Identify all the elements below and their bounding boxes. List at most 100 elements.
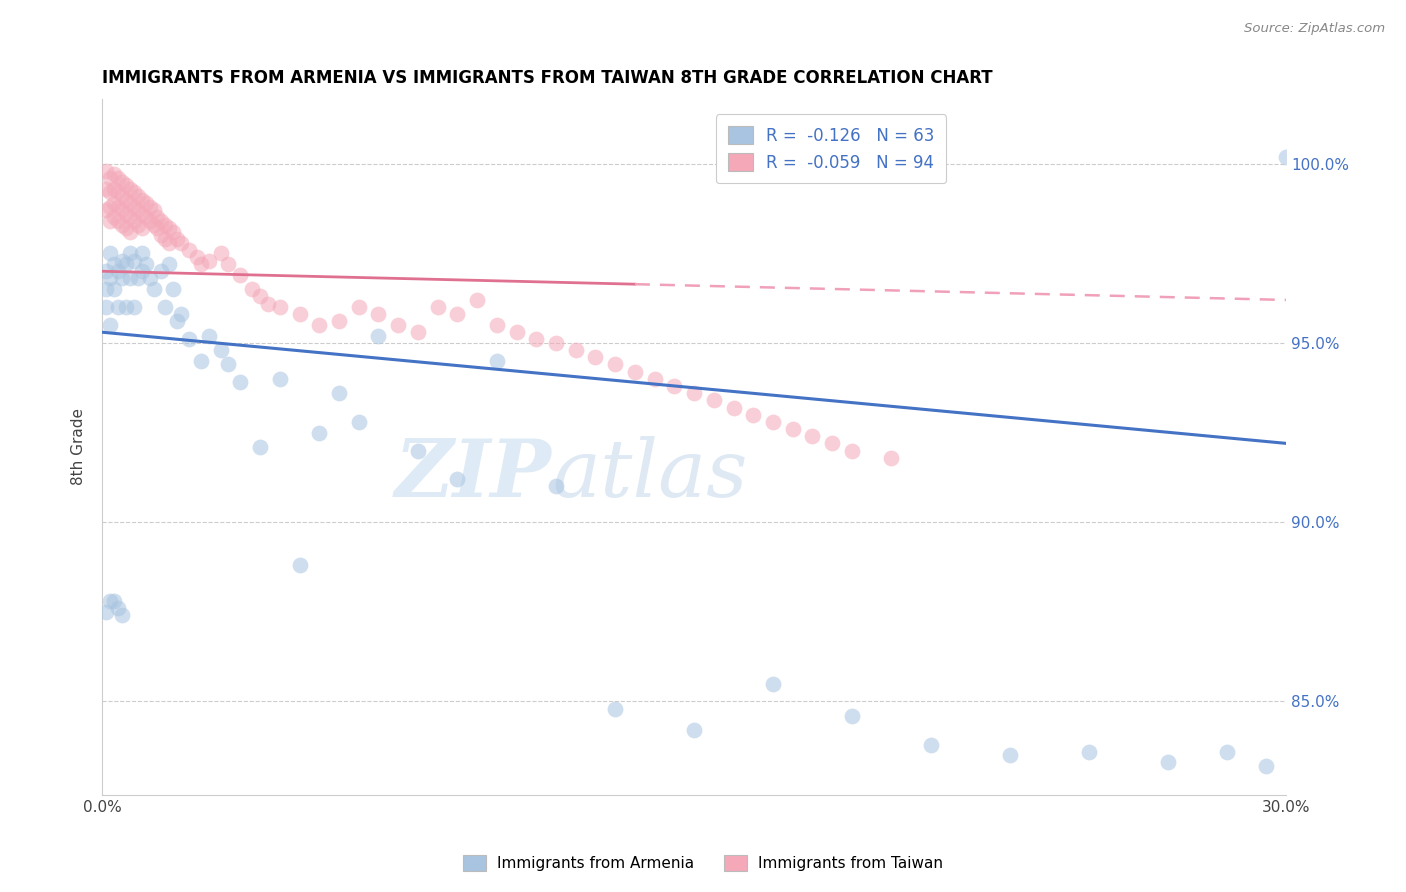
Point (605, 358, 627, 372)
Point (644, 372, 666, 386)
Point (96, 164, 118, 178)
Point (157, 235, 180, 250)
Point (162, 282, 184, 296)
Point (98, 246, 121, 260)
Point (98, 271, 121, 285)
Point (742, 408, 765, 422)
Point (103, 282, 125, 296)
Point (111, 203, 134, 218)
Point (218, 257, 240, 271)
Point (269, 372, 291, 386)
Point (115, 221, 138, 235)
Point (98, 200, 121, 214)
Point (122, 186, 145, 200)
Point (920, 738, 942, 752)
Point (166, 232, 188, 246)
Point (605, 701, 627, 715)
Point (138, 271, 160, 285)
Point (998, 748, 1021, 763)
Point (107, 200, 129, 214)
Point (367, 307, 389, 321)
Point (782, 422, 804, 436)
Point (308, 318, 330, 332)
Point (118, 182, 141, 196)
Point (146, 211, 169, 225)
Point (138, 200, 160, 214)
Point (131, 221, 153, 235)
Point (288, 307, 311, 321)
Point (111, 218, 134, 232)
Point (98, 318, 121, 332)
Point (229, 268, 252, 282)
Point (150, 264, 173, 278)
Point (197, 328, 219, 343)
Point (138, 214, 160, 228)
Point (257, 296, 280, 310)
Point (118, 246, 141, 260)
Legend: Immigrants from Armenia, Immigrants from Taiwan: Immigrants from Armenia, Immigrants from… (457, 849, 949, 877)
Point (122, 300, 145, 314)
Point (229, 376, 252, 390)
Point (249, 440, 271, 454)
Point (118, 196, 141, 211)
Point (135, 211, 157, 225)
Point (122, 200, 145, 214)
Point (683, 723, 706, 738)
Point (880, 450, 903, 465)
Point (111, 608, 134, 623)
Point (485, 354, 508, 368)
Point (347, 300, 370, 314)
Point (166, 314, 188, 328)
Point (115, 300, 138, 314)
Point (703, 393, 725, 408)
Point (1275, 150, 1298, 164)
Legend: R =  -0.126   N = 63, R =  -0.059   N = 94: R = -0.126 N = 63, R = -0.059 N = 94 (716, 114, 946, 184)
Point (146, 221, 169, 235)
Point (98, 594, 121, 608)
Point (249, 289, 271, 303)
Point (209, 343, 232, 358)
Point (98, 214, 121, 228)
Point (103, 196, 125, 211)
Point (107, 264, 129, 278)
Point (111, 189, 134, 203)
Point (127, 271, 149, 285)
Point (288, 558, 311, 573)
Point (485, 318, 508, 332)
Point (1256, 759, 1278, 773)
Point (96, 300, 118, 314)
Point (308, 425, 330, 440)
Point (118, 211, 141, 225)
Point (96, 264, 118, 278)
Point (157, 221, 180, 235)
Point (762, 676, 785, 690)
Point (269, 300, 291, 314)
Point (155, 232, 177, 246)
Point (135, 257, 157, 271)
Point (127, 189, 149, 203)
Point (446, 307, 468, 321)
Point (524, 332, 547, 346)
Point (103, 168, 125, 182)
Point (131, 207, 153, 221)
Point (118, 271, 141, 285)
Point (107, 601, 129, 615)
Point (107, 214, 129, 228)
Point (115, 178, 138, 193)
Point (127, 203, 149, 218)
Point (96, 203, 118, 218)
Point (505, 325, 527, 339)
Point (142, 218, 165, 232)
Point (96, 282, 118, 296)
Text: IMMIGRANTS FROM ARMENIA VS IMMIGRANTS FROM TAIWAN 8TH GRADE CORRELATION CHART: IMMIGRANTS FROM ARMENIA VS IMMIGRANTS FR… (103, 69, 993, 87)
Point (96, 605, 118, 619)
Point (162, 225, 184, 239)
Point (465, 293, 488, 307)
Point (190, 257, 212, 271)
Point (624, 365, 647, 379)
Point (155, 218, 177, 232)
Point (683, 386, 706, 401)
Point (841, 443, 863, 458)
Text: atlas: atlas (553, 436, 748, 514)
Point (155, 300, 177, 314)
